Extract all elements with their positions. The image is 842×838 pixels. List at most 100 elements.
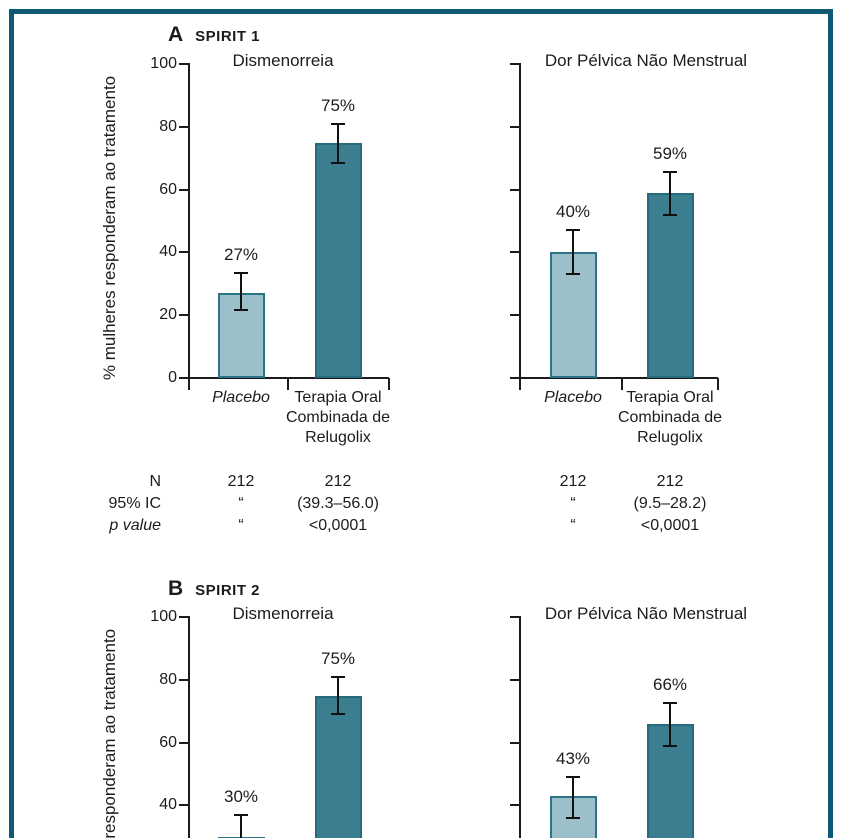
y-tick-label: 80: [159, 117, 177, 135]
error-bar-cap-top: [234, 271, 248, 274]
category-label: Terapia Oral Combinada de Relugolix: [285, 389, 391, 446]
y-tick: [510, 314, 519, 317]
stats-value-ci: “: [238, 495, 244, 512]
error-bar-line: [572, 230, 574, 275]
y-tick: [179, 188, 188, 191]
error-bar-cap-bottom: [566, 273, 580, 276]
error-bar-line: [572, 777, 574, 818]
error-bar-cap-bottom: [234, 309, 248, 312]
y-tick: [179, 377, 188, 379]
y-tick: [179, 616, 188, 618]
panel-a-letter: A: [168, 23, 184, 46]
y-tick-label: 20: [159, 306, 177, 324]
bar-value-label: 66%: [652, 675, 688, 695]
bar-value-label: 43%: [555, 749, 591, 769]
y-tick-label: 40: [159, 243, 177, 261]
y-tick: [179, 251, 188, 254]
stats-value-ci: (9.5–28.2): [633, 495, 707, 512]
x-axis-divider: [388, 378, 390, 390]
stats-value-n: 212: [559, 473, 587, 490]
stats-row-label-p: p value: [109, 517, 161, 534]
error-bar-cap-bottom: [331, 713, 345, 716]
bar-treatment: [314, 142, 362, 378]
y-axis-line: [188, 63, 190, 390]
y-tick: [179, 678, 188, 681]
stats-value-p: “: [570, 517, 576, 534]
bar-value-label: 59%: [652, 144, 688, 164]
y-axis-line: [188, 616, 190, 838]
error-bar-line: [669, 703, 671, 746]
y-tick-label: 100: [150, 55, 177, 72]
stats-value-p: <0,0001: [640, 517, 700, 534]
y-tick: [179, 314, 188, 317]
x-axis-divider: [717, 378, 719, 390]
y-tick: [510, 377, 519, 379]
y-tick: [510, 188, 519, 191]
y-axis-label: % mulheres responderam ao tratamento: [100, 75, 119, 381]
bar-value-label: 27%: [223, 244, 259, 264]
panel-a-title: SPIRIT 1: [195, 28, 261, 45]
y-tick: [510, 125, 519, 128]
y-tick: [510, 616, 519, 618]
stats-value-n: 212: [227, 473, 255, 490]
stats-value-ci: (39.3–56.0): [297, 495, 379, 512]
error-bar-line: [669, 172, 671, 215]
chart-title: Dismenorreia: [232, 604, 334, 623]
y-tick-label: 100: [150, 608, 177, 625]
bar-value-label: 40%: [555, 202, 591, 222]
y-tick: [510, 678, 519, 681]
y-tick: [510, 251, 519, 254]
x-axis-line: [519, 377, 718, 379]
y-tick: [179, 741, 188, 744]
panel-a-header: A SPIRIT 1: [168, 24, 260, 45]
chart-title: Dismenorreia: [232, 51, 334, 70]
y-tick-label: 40: [159, 796, 177, 814]
panel-b-title: SPIRIT 2: [195, 582, 261, 599]
error-bar-line: [240, 814, 242, 838]
x-axis-divider: [287, 378, 289, 390]
y-axis-label: % mulheres responderam ao tratamento: [100, 628, 119, 838]
y-tick-label: 60: [159, 733, 177, 751]
bar-value-label: 75%: [320, 648, 356, 668]
stats-value-n: 212: [324, 473, 352, 490]
panel-b-header: B SPIRIT 2: [168, 578, 260, 599]
y-tick: [179, 804, 188, 807]
chart-title: Dor Pélvica Não Menstrual: [544, 51, 748, 70]
bar-treatment: [314, 695, 362, 838]
y-tick: [510, 741, 519, 744]
stats-value-p: “: [238, 517, 244, 534]
error-bar-cap-top: [566, 229, 580, 232]
y-tick-label: 0: [168, 369, 177, 386]
category-label: Placebo: [212, 389, 270, 406]
error-bar-cap-top: [663, 171, 677, 174]
error-bar-cap-bottom: [331, 161, 345, 164]
x-axis-divider: [621, 378, 623, 390]
bar-value-label: 75%: [320, 95, 356, 115]
error-bar-line: [337, 676, 339, 715]
figure-border-frame: [9, 9, 833, 838]
error-bar-cap-top: [331, 675, 345, 678]
category-label: Placebo: [544, 389, 602, 406]
y-axis-line: [519, 616, 521, 838]
y-tick: [510, 804, 519, 807]
error-bar-cap-bottom: [663, 213, 677, 216]
stats-value-n: 212: [656, 473, 684, 490]
error-bar-cap-bottom: [663, 744, 677, 747]
y-tick-label: 60: [159, 180, 177, 198]
stats-row-label-n: N: [149, 473, 161, 490]
bar-treatment: [646, 192, 694, 378]
y-tick: [179, 63, 188, 65]
category-label: Terapia Oral Combinada de Relugolix: [617, 389, 723, 446]
panel-b-letter: B: [168, 577, 184, 600]
error-bar-cap-top: [331, 122, 345, 125]
error-bar-cap-top: [234, 813, 248, 816]
stats-row-label-ci: 95% IC: [108, 495, 161, 512]
stats-value-ci: “: [570, 495, 576, 512]
y-tick: [179, 125, 188, 128]
chart-title: Dor Pélvica Não Menstrual: [544, 604, 748, 623]
bar-value-label: 30%: [223, 786, 259, 806]
y-tick-label: 80: [159, 670, 177, 688]
y-tick: [510, 63, 519, 65]
y-axis-line: [519, 63, 521, 390]
